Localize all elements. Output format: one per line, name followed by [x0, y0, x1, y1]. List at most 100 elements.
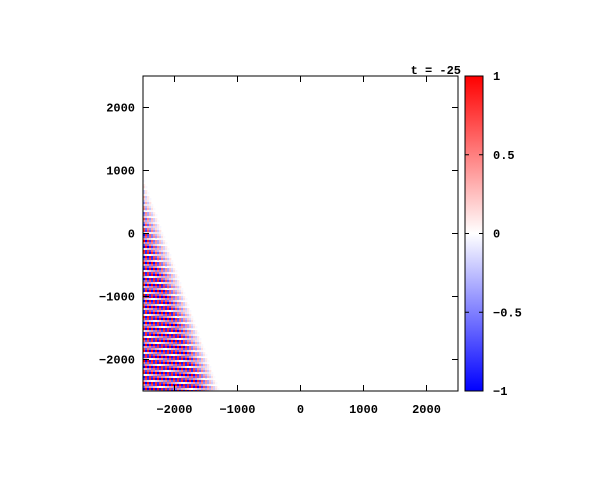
heatmap-cell [207, 376, 210, 379]
heatmap-cell [143, 276, 146, 279]
heatmap-cell [163, 376, 166, 379]
heatmap-cell [169, 334, 172, 337]
heatmap-cell [161, 252, 164, 255]
heatmap-cell [145, 346, 148, 349]
heatmap-cell [143, 218, 146, 221]
heatmap-cell [149, 274, 152, 277]
heatmap-cell [213, 388, 216, 391]
heatmap-cell [185, 338, 188, 341]
heatmap-cell [175, 340, 178, 343]
heatmap-cell [157, 234, 160, 237]
heatmap-cell [161, 294, 164, 297]
heatmap-cell [149, 350, 152, 353]
heatmap-cell [147, 268, 150, 271]
heatmap-cell [177, 288, 180, 291]
heatmap-cell [203, 384, 206, 387]
heatmap-cell [195, 346, 198, 349]
heatmap-cell [165, 248, 168, 251]
heatmap-cell [149, 262, 152, 265]
heatmap-cell [169, 368, 172, 371]
heatmap-cell [143, 264, 146, 267]
heatmap-cell [193, 348, 196, 351]
heatmap-cell [163, 326, 166, 329]
heatmap-cell [155, 370, 158, 373]
heatmap-cell [163, 346, 166, 349]
heatmap-cell [149, 246, 152, 249]
heatmap-cell [147, 322, 150, 325]
heatmap-cell [181, 310, 184, 313]
heatmap-cell [147, 306, 150, 309]
heatmap-cell [147, 270, 150, 273]
heatmap-cell [175, 368, 178, 371]
heatmap-cell [207, 382, 210, 385]
heatmap-cell [147, 254, 150, 257]
heatmap-cell [191, 382, 194, 385]
heatmap-cell [179, 290, 182, 293]
heatmap-cell [209, 384, 212, 387]
heatmap-cell [183, 336, 186, 339]
heatmap-cell [153, 244, 156, 247]
heatmap-cell [211, 380, 214, 383]
heatmap-cell [177, 290, 180, 293]
heatmap-cell [161, 296, 164, 299]
heatmap-cell [163, 298, 166, 301]
heatmap-cell [147, 280, 150, 283]
heatmap-cell [159, 308, 162, 311]
heatmap-cell [181, 306, 184, 309]
heatmap-cell [171, 296, 174, 299]
heatmap-cell [187, 332, 190, 335]
heatmap-cell [151, 266, 154, 269]
heatmap-cell [153, 374, 156, 377]
heatmap-cell [181, 328, 184, 331]
heatmap-cell [183, 366, 186, 369]
heatmap-cell [165, 384, 168, 387]
heatmap-cell [165, 252, 168, 255]
heatmap-cell [161, 334, 164, 337]
heatmap-cell [173, 354, 176, 357]
heatmap-cell [181, 302, 184, 305]
heatmap-cell [153, 234, 156, 237]
heatmap-cell [145, 306, 148, 309]
heatmap-cell [143, 248, 146, 251]
heatmap-cell [155, 290, 158, 293]
heatmap-cell [155, 380, 158, 383]
heatmap-cell [195, 370, 198, 373]
heatmap-cell [165, 370, 168, 373]
heatmap-cell [145, 308, 148, 311]
heatmap-cell [155, 264, 158, 267]
heatmap-cell [211, 372, 214, 375]
heatmap-cell [163, 248, 166, 251]
heatmap-cell [183, 354, 186, 357]
heatmap-cell [167, 308, 170, 311]
heatmap-cell [161, 330, 164, 333]
heatmap-cell [169, 356, 172, 359]
heatmap-cell [197, 360, 200, 363]
heatmap-cell [159, 322, 162, 325]
heatmap-cell [145, 356, 148, 359]
heatmap-cell [145, 220, 148, 223]
heatmap-cell [159, 364, 162, 367]
heatmap-cell [167, 370, 170, 373]
heatmap-cell [187, 336, 190, 339]
heatmap-cell [159, 242, 162, 245]
heatmap-cell [167, 292, 170, 295]
heatmap-cell [145, 242, 148, 245]
heatmap-cell [191, 322, 194, 325]
heatmap-cell [167, 262, 170, 265]
heatmap-cell [181, 344, 184, 347]
heatmap-cell [189, 340, 192, 343]
heatmap-cell [165, 310, 168, 313]
heatmap-cell [177, 282, 180, 285]
heatmap-cell [145, 280, 148, 283]
heatmap-cell [163, 330, 166, 333]
heatmap-cell [153, 322, 156, 325]
heatmap-cell [143, 314, 146, 317]
heatmap-cell [151, 270, 154, 273]
heatmap-cell [195, 332, 198, 335]
heatmap-cell [145, 312, 148, 315]
heatmap-cell [159, 284, 162, 287]
heatmap-cell [155, 302, 158, 305]
heatmap-cell [149, 268, 152, 271]
heatmap-cell [167, 356, 170, 359]
heatmap-cell [171, 388, 174, 391]
